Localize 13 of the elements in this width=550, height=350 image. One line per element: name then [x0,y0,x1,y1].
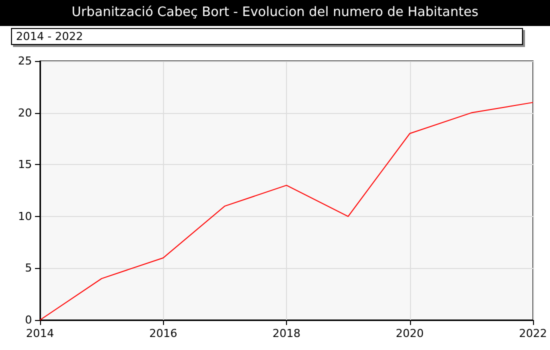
y-tick-label: 25 [18,54,32,68]
text: 2014 - 2022 [11,28,523,45]
y-tick-label: 5 [25,262,32,275]
x-tick-label: 2020 [396,327,424,340]
x-tick-label: 2018 [272,327,300,340]
y-tick-label: 0 [25,314,32,326]
x-tick-label: 2022 [519,327,548,340]
x-tick-label: 2014 [26,327,54,340]
y-tick-label: 10 [18,210,32,223]
y-tick-label: 20 [18,106,32,120]
y-tick-label: 15 [18,158,32,172]
x-tick-label: 2016 [149,327,178,340]
chart-title: Urbanització Cabeç Bort - Evolucion del numero de Habitantes [0,0,550,26]
